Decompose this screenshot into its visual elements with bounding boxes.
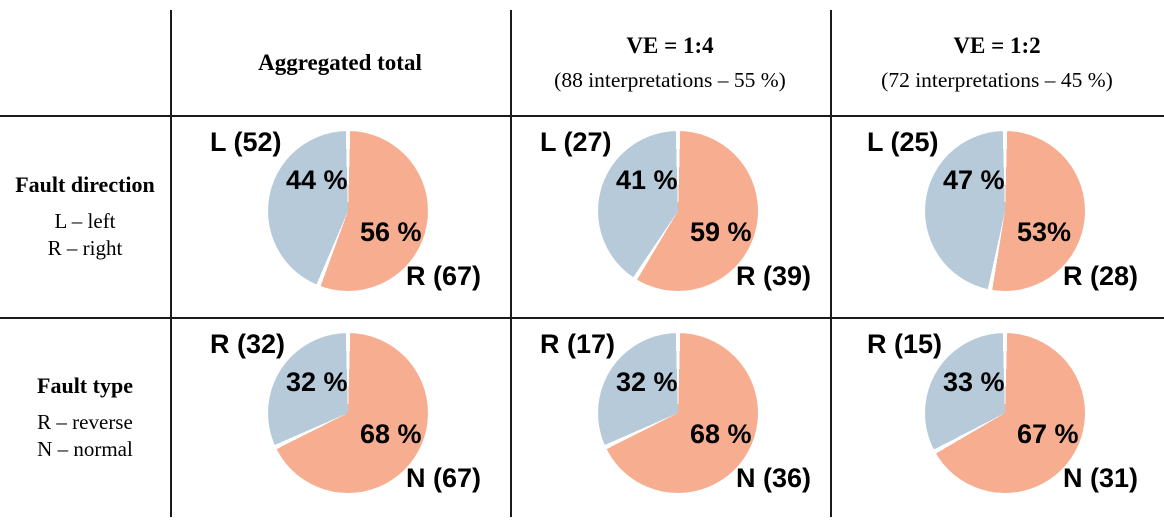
pie-percent-salmon-slice: 68 % — [360, 419, 422, 449]
column-header-aggregated-total: Aggregated total — [170, 10, 510, 116]
column-title: VE = 1:4 — [626, 32, 714, 58]
pie-chart — [598, 333, 758, 493]
pie-percent-salmon-slice: 59 % — [690, 217, 752, 247]
column-divider — [830, 10, 832, 517]
row-header-fault-type: Fault type R – reverse N – normal — [0, 319, 170, 517]
pie-fault-type-aggregated: R (32) 32 % 68 % N (67) — [170, 319, 510, 517]
row-legend-line: R – right — [47, 236, 123, 261]
pie-fault-direction-aggregated: L (52) 44 % 56 % R (67) — [170, 117, 510, 317]
pie-percent-blue-slice: 44 % — [286, 165, 348, 195]
pie-label-salmon-slice: N (36) — [736, 463, 812, 493]
header-divider — [0, 115, 1164, 117]
pie-chart — [268, 131, 428, 291]
pie-percent-blue-slice: 33 % — [943, 367, 1005, 397]
pie-label-salmon-slice: N (31) — [1063, 463, 1139, 493]
pie-percent-salmon-slice: 56 % — [360, 217, 422, 247]
pie-chart — [598, 131, 758, 291]
pie-chart — [268, 333, 428, 493]
pie-fault-direction-ve-1-4: L (27) 41 % 59 % R (39) — [510, 117, 830, 317]
pie-chart — [925, 333, 1085, 493]
pie-label-salmon-slice: R (28) — [1063, 261, 1139, 291]
row-title: Fault type — [37, 372, 133, 398]
pie-label-salmon-slice: R (67) — [406, 261, 482, 291]
pie-percent-salmon-slice: 68 % — [690, 419, 752, 449]
column-title: VE = 1:2 — [953, 32, 1041, 58]
pie-percent-salmon-slice: 67 % — [1017, 419, 1079, 449]
pie-label-blue-slice: L (27) — [540, 127, 612, 157]
pie-fault-type-ve-1-4: R (17) 32 % 68 % N (36) — [510, 319, 830, 517]
column-subtitle: (88 interpretations – 55 %) — [554, 68, 786, 93]
pie-chart — [925, 131, 1085, 291]
pie-label-blue-slice: R (17) — [540, 329, 616, 359]
pie-percent-blue-slice: 32 % — [286, 367, 348, 397]
pie-fault-direction-ve-1-2: L (25) 47 % 53% R (28) — [830, 117, 1164, 317]
column-divider — [510, 10, 512, 517]
pie-percent-blue-slice: 41 % — [616, 165, 678, 195]
pie-label-blue-slice: R (15) — [867, 329, 943, 359]
row-legend-line: L – left — [54, 208, 116, 233]
row-title: Fault direction — [15, 171, 155, 197]
pie-label-salmon-slice: N (67) — [406, 463, 482, 493]
column-title: Aggregated total — [258, 50, 422, 76]
row-divider — [0, 317, 1164, 319]
row-header-fault-direction: Fault direction L – left R – right — [0, 117, 170, 317]
pie-percent-blue-slice: 47 % — [943, 165, 1005, 195]
row-legend-line: R – reverse — [37, 409, 133, 434]
column-subtitle: (72 interpretations – 45 %) — [881, 68, 1113, 93]
column-divider — [170, 10, 172, 517]
row-legend-line: N – normal — [37, 437, 133, 462]
column-header-ve-1-2: VE = 1:2 (72 interpretations – 45 %) — [830, 10, 1164, 116]
pie-label-salmon-slice: R (39) — [736, 261, 812, 291]
column-header-ve-1-4: VE = 1:4 (88 interpretations – 55 %) — [510, 10, 830, 116]
pie-percent-blue-slice: 32 % — [616, 367, 678, 397]
pie-fault-type-ve-1-2: R (15) 33 % 67 % N (31) — [830, 319, 1164, 517]
pie-percent-salmon-slice: 53% — [1017, 217, 1072, 247]
pie-label-blue-slice: L (25) — [867, 127, 939, 157]
pie-label-blue-slice: R (32) — [210, 329, 286, 359]
pie-label-blue-slice: L (52) — [210, 127, 282, 157]
